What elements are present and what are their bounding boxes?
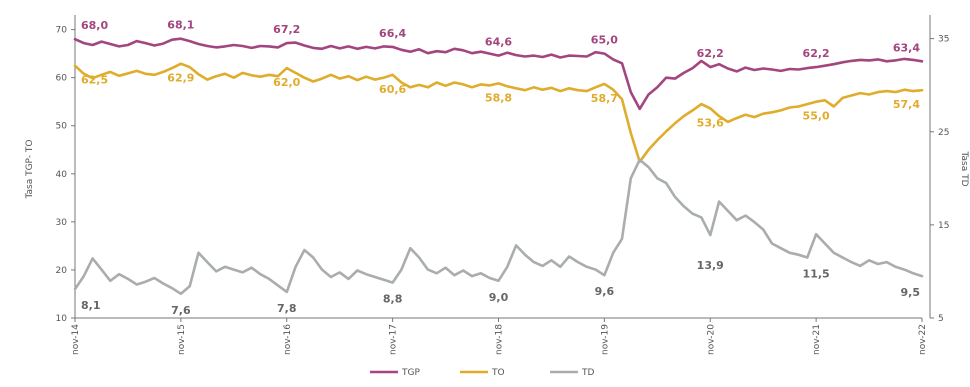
data-label-to: 55,0 (803, 110, 830, 123)
right-tick-label: 15 (938, 221, 949, 231)
data-label-tgp: 68,1 (167, 19, 194, 32)
data-labels: 68,0 68,1 67,2 66,4 64,6 65,0 62,2 62,2 63,4 62,5… (81, 19, 920, 317)
data-label-tgp: 64,6 (485, 36, 512, 49)
data-label-td: 13,9 (697, 259, 724, 272)
series-line-tgp (73, 37, 924, 111)
data-label-td: 9,5 (901, 286, 921, 299)
data-label-td: 9,0 (489, 291, 509, 304)
x-tick-label: nov-14 (71, 324, 81, 355)
data-label-td: 9,6 (595, 285, 615, 298)
x-tick-label: nov-16 (283, 324, 293, 355)
data-label-to: 53,6 (697, 116, 724, 129)
data-label-to: 58,8 (485, 91, 512, 104)
series-line-to (73, 62, 924, 164)
right-tick-label: 5 (938, 314, 944, 324)
data-label-to: 60,6 (379, 83, 406, 96)
right-axis-title: Tasa TD (959, 150, 969, 186)
series-lines (73, 37, 924, 296)
data-label-tgp: 68,0 (81, 19, 108, 32)
left-tick-label: 10 (56, 314, 68, 324)
x-tick-label: nov-15 (177, 324, 187, 355)
left-tick-label: 30 (56, 218, 68, 228)
data-label-td: 7,8 (277, 302, 297, 315)
data-label-td: 8,8 (383, 293, 403, 306)
series-line-td (73, 158, 924, 296)
data-label-to: 62,5 (81, 74, 108, 87)
data-label-tgp: 65,0 (591, 34, 618, 47)
data-label-td: 11,5 (803, 267, 830, 280)
x-tick-label: nov-19 (600, 324, 610, 355)
data-label-to: 57,4 (893, 98, 920, 111)
right-tick-label: 35 (938, 35, 949, 45)
data-label-tgp: 63,4 (893, 41, 920, 54)
left-tick-label: 70 (56, 26, 68, 36)
legend-label-tgp: TGP (401, 368, 420, 378)
x-tick-label: nov-18 (495, 324, 505, 355)
legend: TGP TO TD (370, 368, 594, 378)
left-tick-label: 40 (56, 170, 68, 180)
left-tick-label: 60 (56, 74, 68, 84)
right-tick-label: 25 (938, 128, 949, 138)
x-tick-label: nov-17 (389, 324, 399, 355)
x-tick-label: nov-22 (918, 324, 928, 355)
x-tick-label: nov-20 (706, 324, 716, 355)
x-tick-label: nov-21 (812, 324, 822, 355)
left-tick-label: 20 (56, 266, 68, 276)
left-tick-label: 50 (56, 122, 68, 132)
data-label-td: 8,1 (81, 299, 101, 312)
data-label-to: 62,0 (273, 76, 300, 89)
data-label-to: 62,9 (167, 72, 194, 85)
axes: 10 20 30 40 50 60 70 5 15 25 35 nov-14 nov-15 nov-16 n… (25, 15, 969, 355)
legend-label-td: TD (581, 368, 594, 378)
data-label-tgp: 62,2 (697, 47, 724, 60)
data-label-to: 58,7 (591, 92, 618, 105)
legend-label-to: TO (491, 368, 505, 378)
data-label-tgp: 66,4 (379, 27, 406, 40)
data-label-tgp: 67,2 (273, 23, 300, 36)
left-axis-title: Tasa TGP- TO (25, 140, 35, 200)
data-label-tgp: 62,2 (803, 47, 830, 60)
data-label-td: 7,6 (171, 304, 191, 317)
